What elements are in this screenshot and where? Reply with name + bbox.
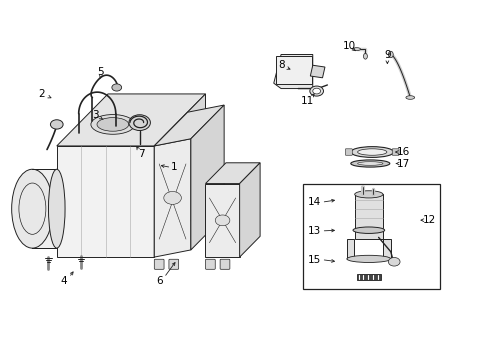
Ellipse shape — [350, 160, 389, 167]
Polygon shape — [239, 163, 260, 257]
FancyBboxPatch shape — [205, 259, 215, 269]
Ellipse shape — [363, 53, 366, 59]
FancyBboxPatch shape — [220, 259, 229, 269]
Text: 1: 1 — [170, 162, 177, 172]
Polygon shape — [154, 139, 190, 257]
Text: 12: 12 — [422, 215, 435, 225]
Polygon shape — [383, 239, 390, 259]
Ellipse shape — [350, 147, 393, 157]
Ellipse shape — [48, 169, 65, 248]
Ellipse shape — [346, 255, 390, 262]
Polygon shape — [346, 259, 390, 261]
Ellipse shape — [357, 149, 386, 155]
Ellipse shape — [12, 169, 53, 248]
Ellipse shape — [387, 51, 392, 58]
Ellipse shape — [352, 227, 384, 233]
Text: 17: 17 — [396, 158, 409, 168]
Text: 9: 9 — [383, 50, 390, 60]
Ellipse shape — [354, 191, 382, 198]
Text: 14: 14 — [307, 197, 320, 207]
Polygon shape — [57, 94, 205, 146]
FancyBboxPatch shape — [356, 274, 380, 280]
FancyBboxPatch shape — [154, 259, 163, 269]
Text: 8: 8 — [277, 60, 284, 70]
Circle shape — [387, 257, 399, 266]
Polygon shape — [205, 184, 239, 257]
Text: 5: 5 — [97, 67, 104, 77]
Circle shape — [163, 192, 181, 204]
FancyBboxPatch shape — [303, 184, 439, 289]
Text: 15: 15 — [307, 255, 320, 265]
Polygon shape — [57, 146, 154, 257]
Polygon shape — [190, 105, 224, 250]
Text: 3: 3 — [92, 111, 99, 121]
Ellipse shape — [405, 96, 414, 99]
FancyBboxPatch shape — [168, 259, 178, 269]
Text: 7: 7 — [138, 149, 144, 159]
Polygon shape — [276, 56, 311, 84]
Polygon shape — [310, 65, 325, 78]
Ellipse shape — [352, 48, 360, 50]
FancyBboxPatch shape — [391, 149, 398, 155]
Text: 13: 13 — [307, 226, 320, 236]
Text: 6: 6 — [156, 276, 162, 286]
Text: 11: 11 — [301, 96, 314, 106]
Text: 2: 2 — [38, 89, 44, 99]
Ellipse shape — [357, 162, 382, 165]
Ellipse shape — [91, 114, 135, 134]
Polygon shape — [32, 169, 57, 248]
Circle shape — [112, 84, 122, 91]
Text: 4: 4 — [61, 276, 67, 286]
Circle shape — [129, 115, 150, 131]
Text: 10: 10 — [342, 41, 355, 50]
Polygon shape — [154, 105, 224, 146]
Polygon shape — [154, 94, 205, 257]
Text: 16: 16 — [396, 147, 409, 157]
Polygon shape — [273, 54, 312, 89]
Circle shape — [215, 215, 229, 226]
Polygon shape — [354, 194, 382, 239]
Ellipse shape — [309, 86, 323, 96]
Polygon shape — [205, 163, 260, 184]
Ellipse shape — [312, 88, 320, 94]
Ellipse shape — [97, 118, 128, 131]
FancyBboxPatch shape — [345, 149, 351, 155]
Circle shape — [50, 120, 63, 129]
Polygon shape — [346, 239, 353, 259]
